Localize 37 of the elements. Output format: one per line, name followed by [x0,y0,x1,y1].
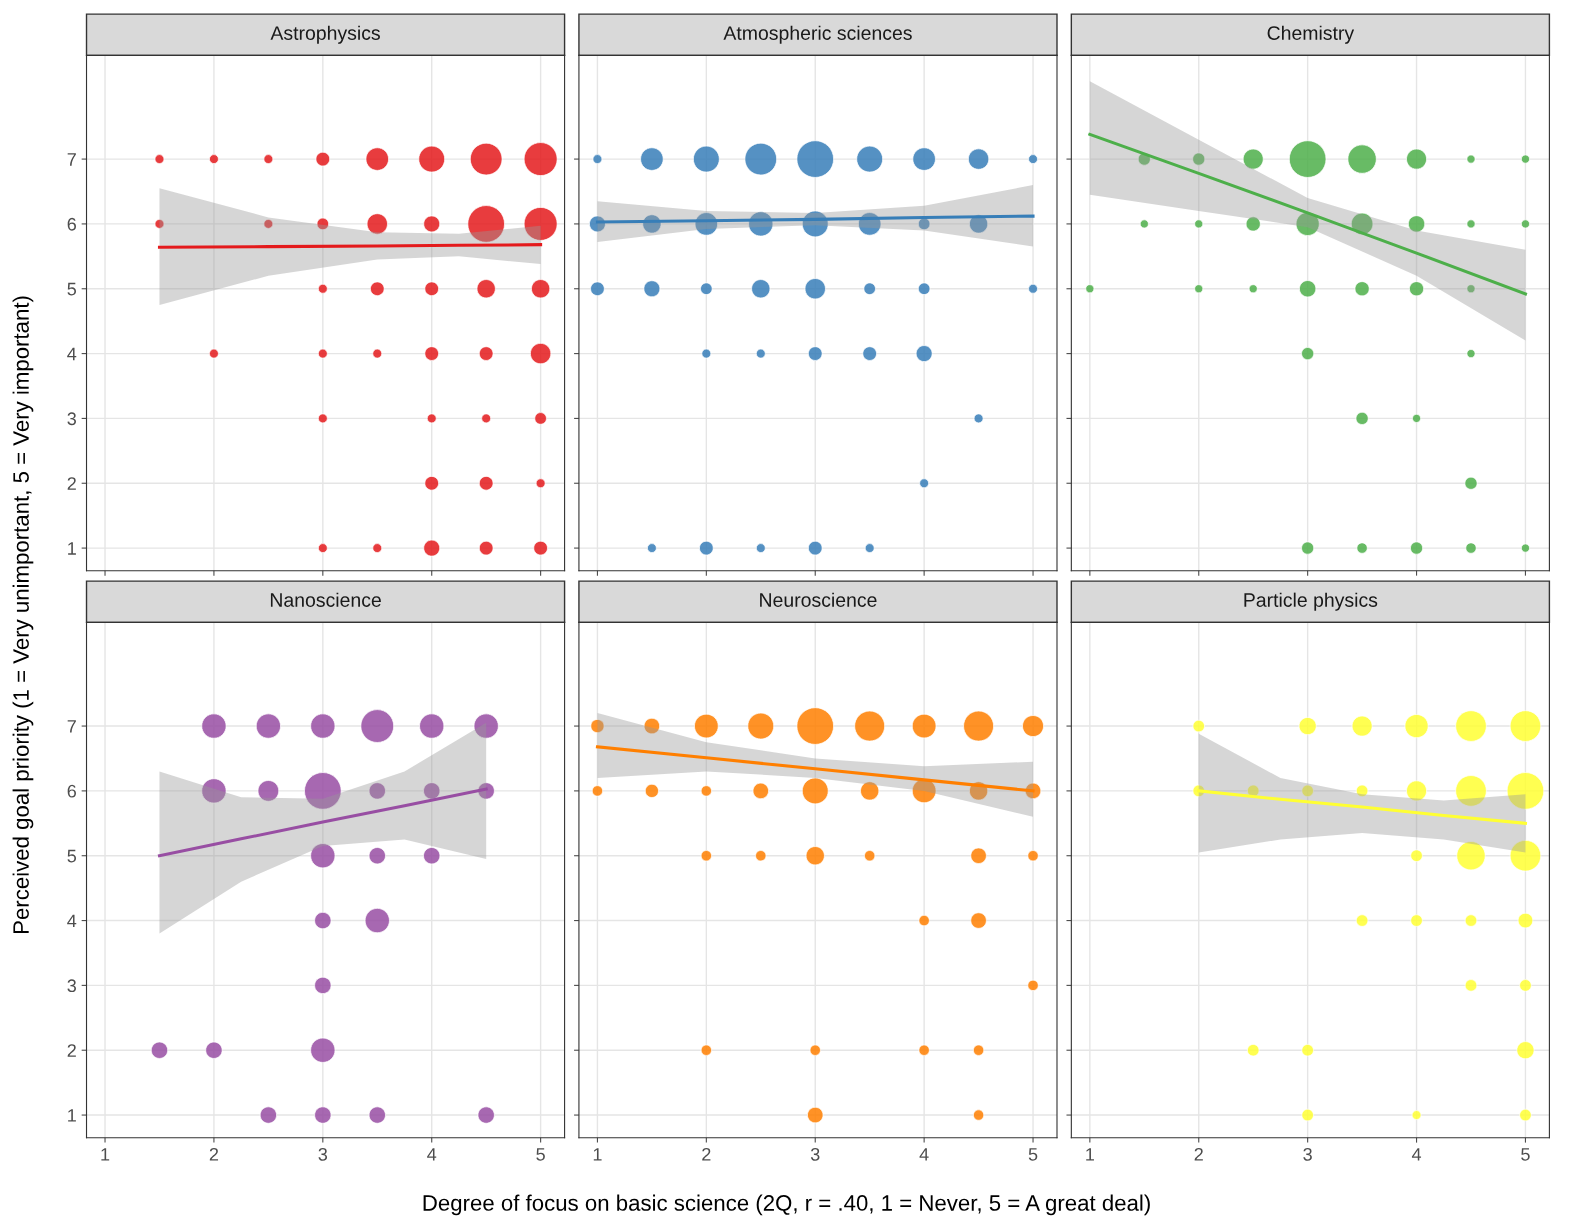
x-tick-label: 1 [1086,1148,1094,1161]
x-tick-label: 5 [1028,1148,1038,1161]
chart-title: Nanoscience [270,592,381,607]
x-tick-label: 2 [702,1147,711,1161]
y-tick-label: 7 [67,153,76,166]
y-tick-label: 5 [67,849,77,863]
chart-title: Chemistry [1267,25,1355,44]
y-tick-label: 5 [67,282,77,296]
y-tick-label: 2 [67,477,76,490]
chart-title: Atmospheric sciences [723,25,912,44]
x-tick-label: 4 [427,1148,437,1161]
x-tick-label: 5 [1521,1148,1530,1161]
y-tick-label: 1 [68,1109,76,1122]
x-tick-label: 3 [1303,1147,1312,1161]
y-tick-label: 2 [67,1044,76,1057]
chart-title: Particle physics [1244,592,1378,611]
chart-title: Astrophysics [270,25,380,44]
y-tick-label: 3 [67,979,76,993]
x-tick-label: 5 [536,1148,545,1161]
y-tick-label: 4 [67,914,77,928]
y-tick-label: 3 [67,412,76,426]
y-tick-label: 6 [67,217,76,231]
y-tick-label: 1 [68,542,76,555]
x-tick-label: 2 [209,1147,219,1161]
x-tick-label: 3 [318,1147,328,1161]
y-axis-title: Perceived goal priority (1 = Very unimportant, 5 = Very important) [12,296,34,934]
x-tick-label: 4 [919,1148,929,1161]
x-tick-label: 1 [101,1148,110,1161]
y-tick-label: 6 [67,784,76,798]
y-tick-label: 7 [67,720,76,733]
x-tick-label: 2 [1194,1147,1203,1161]
x-axis-title: Degree of focus on basic science (2Q, r = .40, 1 = Never, 5 = A great deal) [423,1194,1150,1216]
y-tick-label: 4 [67,347,77,361]
x-tick-label: 3 [810,1147,820,1161]
x-tick-label: 1 [593,1148,602,1161]
x-tick-label: 4 [1411,1148,1422,1161]
chart-title: Neuroscience [760,592,877,607]
